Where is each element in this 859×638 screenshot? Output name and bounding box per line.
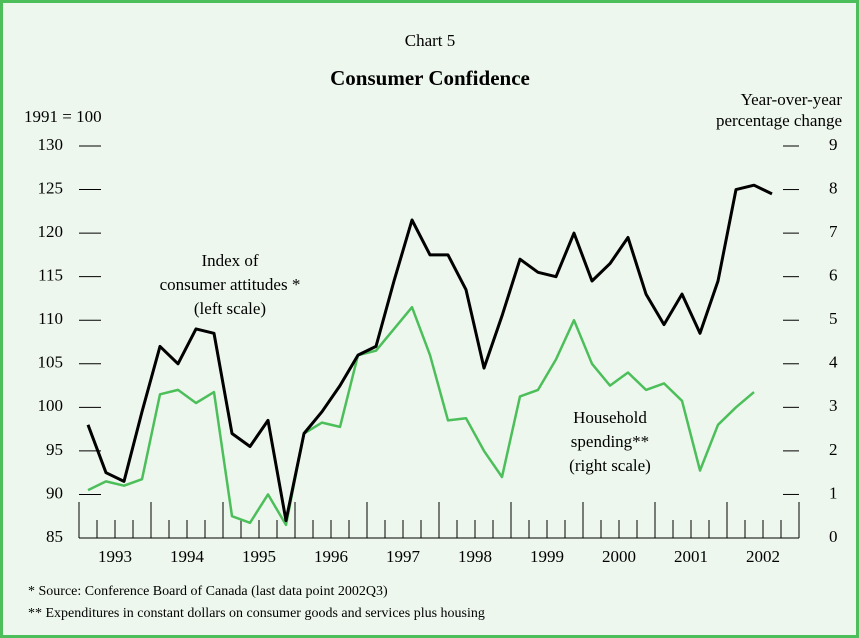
y2-tick-label: 0 bbox=[829, 527, 838, 546]
y-tick-label: 125 bbox=[38, 178, 64, 197]
x-tick-label: 1993 bbox=[98, 547, 132, 566]
y-tick-label: 100 bbox=[38, 396, 64, 415]
x-tick-label: 1997 bbox=[386, 547, 421, 566]
y2-tick-label: 2 bbox=[829, 440, 838, 459]
y2-tick-label: 7 bbox=[829, 222, 838, 241]
y-tick-label: 90 bbox=[46, 483, 63, 502]
y-tick-label: 95 bbox=[46, 440, 63, 459]
x-tick-label: 1996 bbox=[314, 547, 348, 566]
y2-axis-label: percentage change bbox=[716, 111, 842, 130]
series-label: consumer attitudes * bbox=[160, 275, 301, 294]
y2-tick-label: 5 bbox=[829, 309, 838, 328]
y-tick-label: 120 bbox=[38, 222, 64, 241]
x-tick-label: 2001 bbox=[674, 547, 708, 566]
x-tick-label: 2000 bbox=[602, 547, 636, 566]
series-label: Index of bbox=[201, 251, 258, 270]
series-label: Household bbox=[573, 408, 647, 427]
y-tick-label: 105 bbox=[38, 353, 64, 372]
y-tick-label: 85 bbox=[46, 527, 63, 546]
y2-axis-label: Year-over-year bbox=[741, 90, 843, 109]
y-tick-label: 115 bbox=[38, 266, 63, 285]
x-tick-label: 1994 bbox=[170, 547, 205, 566]
footnote: ** Expenditures in constant dollars on c… bbox=[28, 606, 485, 621]
chart-supertitle: Chart 5 bbox=[405, 31, 456, 50]
series-label: (left scale) bbox=[194, 299, 266, 318]
y-tick-label: 110 bbox=[38, 309, 63, 328]
y2-tick-label: 6 bbox=[829, 266, 838, 285]
x-tick-label: 1995 bbox=[242, 547, 276, 566]
y-axis-label: 1991 = 100 bbox=[24, 107, 102, 126]
series-line bbox=[86, 183, 773, 523]
x-tick-label: 1998 bbox=[458, 547, 492, 566]
y-tick-label: 130 bbox=[38, 135, 64, 154]
series-label: (right scale) bbox=[569, 456, 651, 475]
series-label: spending** bbox=[571, 432, 649, 451]
y2-tick-label: 3 bbox=[829, 396, 838, 415]
y2-tick-label: 4 bbox=[829, 353, 838, 372]
chart-title: Consumer Confidence bbox=[330, 66, 530, 90]
x-tick-label: 1999 bbox=[530, 547, 564, 566]
y2-tick-label: 8 bbox=[829, 178, 838, 197]
series-line bbox=[87, 305, 755, 527]
x-tick-label: 2002 bbox=[746, 547, 780, 566]
y2-tick-label: 1 bbox=[829, 483, 838, 502]
y2-tick-label: 9 bbox=[829, 135, 838, 154]
footnote: * Source: Conference Board of Canada (la… bbox=[28, 584, 388, 599]
